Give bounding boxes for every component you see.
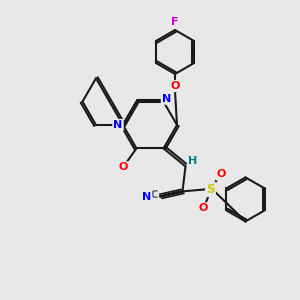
Text: S: S bbox=[206, 183, 215, 196]
Text: N: N bbox=[113, 120, 123, 130]
Text: N: N bbox=[142, 192, 151, 203]
Text: C: C bbox=[151, 190, 158, 200]
Text: O: O bbox=[170, 81, 180, 91]
Text: N: N bbox=[162, 94, 171, 103]
Text: O: O bbox=[217, 169, 226, 179]
Text: F: F bbox=[171, 17, 179, 27]
Text: O: O bbox=[199, 203, 208, 213]
Text: H: H bbox=[188, 156, 197, 167]
Text: O: O bbox=[119, 162, 128, 172]
